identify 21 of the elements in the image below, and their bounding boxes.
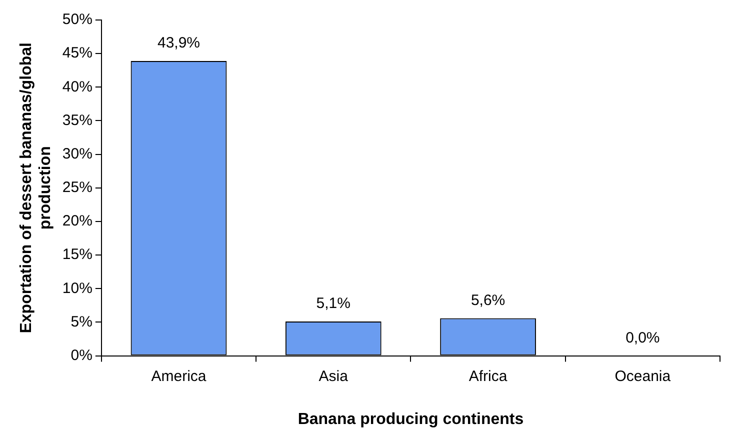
data-label: 5,1%: [316, 295, 350, 312]
y-tick-label: 20%: [62, 212, 92, 230]
y-tick-label: 35%: [62, 112, 92, 129]
y-tick-label: 15%: [62, 246, 92, 264]
y-tick-label: 45%: [62, 44, 92, 62]
x-axis-title: Banana producing continents: [298, 410, 524, 428]
x-tick-label: Asia: [318, 368, 349, 385]
data-label: 5,6%: [470, 292, 506, 309]
x-tick-label: Africa: [468, 368, 508, 385]
data-label: 43,9%: [157, 34, 200, 52]
y-tick-label: 10%: [62, 280, 92, 297]
y-tick-label: 0%: [70, 346, 92, 364]
x-tick-label: Oceania: [614, 368, 672, 385]
y-tick-label: 25%: [62, 179, 92, 196]
y-tick-label: 30%: [62, 145, 92, 162]
y-axis-title: Exportation of dessert bananas/global production: [18, 42, 54, 334]
y-tick-label: 5%: [70, 313, 92, 330]
y-tick-label: 50%: [62, 11, 92, 28]
y-tick-label: 40%: [62, 78, 92, 96]
data-label: 0,0%: [626, 329, 660, 346]
x-tick-label: America: [151, 368, 207, 385]
